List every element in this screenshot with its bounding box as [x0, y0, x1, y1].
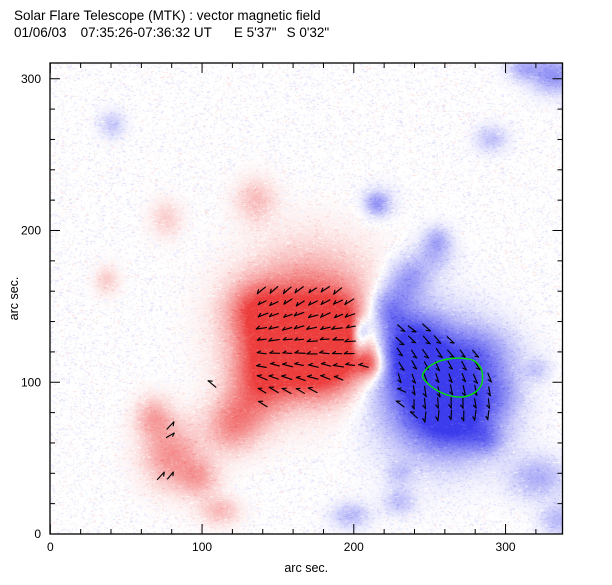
svg-text:200: 200 — [344, 540, 364, 554]
svg-text:300: 300 — [21, 72, 41, 86]
svg-text:Solar Flare Telescope (MTK) :: Solar Flare Telescope (MTK) : vector mag… — [14, 8, 321, 23]
svg-text:300: 300 — [496, 540, 516, 554]
svg-text:arc sec.: arc sec. — [7, 277, 21, 321]
svg-text:0: 0 — [47, 540, 54, 554]
svg-text:100: 100 — [21, 375, 41, 389]
svg-text:0: 0 — [34, 527, 41, 541]
svg-text:200: 200 — [21, 224, 41, 238]
svg-text:arc sec.: arc sec. — [284, 561, 328, 575]
svg-text:100: 100 — [192, 540, 212, 554]
